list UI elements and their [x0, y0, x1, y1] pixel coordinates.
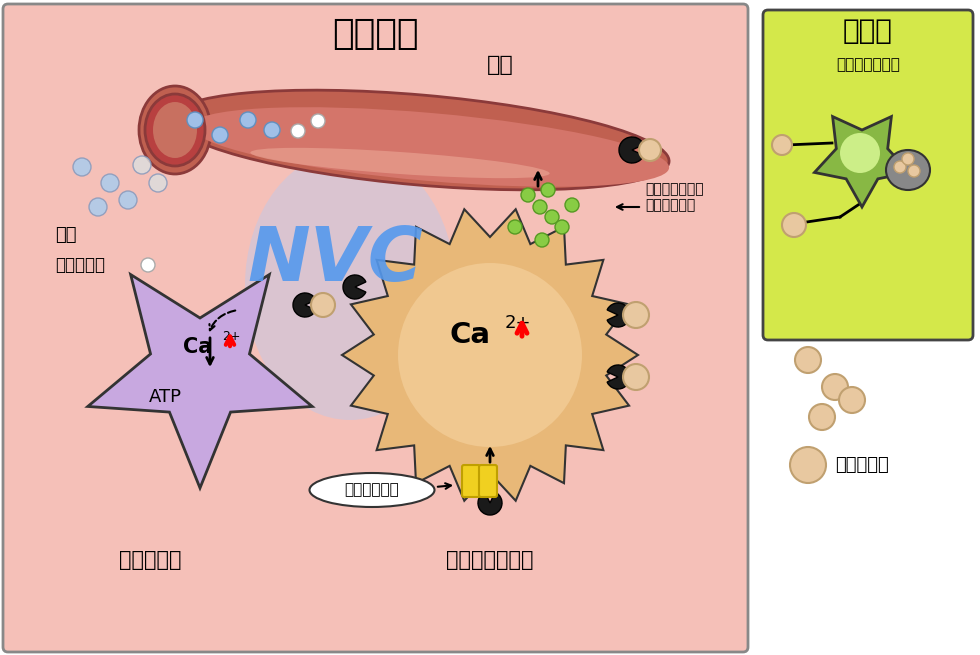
FancyArrowPatch shape: [210, 310, 235, 330]
Circle shape: [212, 127, 228, 143]
Circle shape: [291, 124, 305, 138]
Wedge shape: [619, 137, 644, 163]
Circle shape: [101, 174, 119, 192]
Circle shape: [521, 188, 535, 202]
Circle shape: [822, 374, 848, 400]
FancyBboxPatch shape: [763, 10, 973, 340]
Text: ATP: ATP: [149, 388, 181, 406]
Wedge shape: [478, 492, 502, 515]
Text: グルコース: グルコース: [55, 256, 105, 274]
Circle shape: [508, 220, 522, 234]
Circle shape: [782, 213, 806, 237]
Circle shape: [533, 200, 547, 214]
Circle shape: [89, 198, 107, 216]
Ellipse shape: [191, 107, 669, 187]
Circle shape: [894, 161, 906, 173]
Text: 2+: 2+: [222, 331, 240, 343]
Text: 酸素: 酸素: [55, 226, 76, 244]
FancyBboxPatch shape: [462, 465, 480, 497]
Wedge shape: [608, 365, 630, 389]
Circle shape: [623, 302, 649, 328]
Circle shape: [311, 293, 335, 317]
Circle shape: [790, 447, 826, 483]
Circle shape: [565, 198, 579, 212]
Text: 大脳皮質: 大脳皮質: [332, 17, 418, 51]
Text: 血管: 血管: [487, 55, 514, 75]
Wedge shape: [293, 293, 316, 317]
FancyBboxPatch shape: [3, 4, 748, 652]
Circle shape: [311, 114, 325, 128]
Ellipse shape: [145, 94, 205, 166]
Circle shape: [555, 220, 569, 234]
Circle shape: [133, 156, 151, 174]
Text: Ca: Ca: [183, 337, 213, 357]
Circle shape: [545, 210, 559, 224]
Text: セロトニン: セロトニン: [835, 456, 889, 474]
Polygon shape: [342, 209, 638, 501]
Polygon shape: [88, 274, 313, 488]
Wedge shape: [608, 303, 630, 327]
Circle shape: [623, 364, 649, 390]
Ellipse shape: [153, 102, 197, 158]
Text: Ca: Ca: [450, 321, 491, 349]
Text: アストロサイト: アストロサイト: [446, 550, 534, 570]
Circle shape: [908, 165, 920, 177]
Circle shape: [809, 404, 835, 430]
Polygon shape: [814, 117, 909, 207]
Text: 興奮性神経: 興奮性神経: [119, 550, 181, 570]
Circle shape: [240, 112, 256, 128]
Circle shape: [639, 139, 661, 161]
Ellipse shape: [139, 86, 211, 174]
Circle shape: [541, 183, 555, 197]
Ellipse shape: [310, 473, 434, 507]
FancyBboxPatch shape: [479, 465, 497, 497]
Circle shape: [119, 191, 137, 209]
Circle shape: [73, 158, 91, 176]
Circle shape: [535, 233, 549, 247]
Ellipse shape: [245, 150, 455, 420]
Circle shape: [187, 112, 203, 128]
Text: グルタミン酸: グルタミン酸: [345, 483, 400, 498]
Text: 血管作動性因子
（開口放出）: 血管作動性因子 （開口放出）: [645, 182, 704, 212]
Circle shape: [840, 133, 880, 173]
Circle shape: [141, 258, 155, 272]
Circle shape: [149, 174, 167, 192]
Ellipse shape: [171, 90, 669, 190]
Text: 縫線核: 縫線核: [843, 17, 893, 45]
Text: NVC: NVC: [247, 223, 423, 297]
Wedge shape: [343, 275, 366, 299]
Circle shape: [902, 153, 914, 165]
Circle shape: [795, 347, 821, 373]
Text: セロトニン神経: セロトニン神経: [836, 57, 900, 72]
Circle shape: [772, 135, 792, 155]
Ellipse shape: [250, 148, 550, 178]
Text: 2+: 2+: [505, 314, 531, 332]
Circle shape: [398, 263, 582, 447]
Ellipse shape: [886, 150, 930, 190]
Circle shape: [264, 122, 280, 138]
Circle shape: [839, 387, 865, 413]
